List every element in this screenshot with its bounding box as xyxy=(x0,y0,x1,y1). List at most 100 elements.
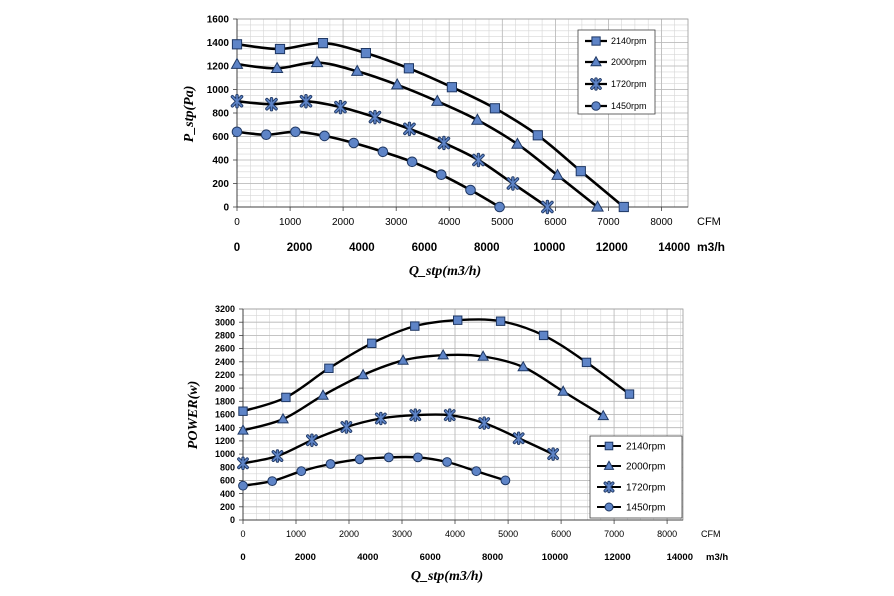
point-1450rpm xyxy=(413,452,423,463)
x-tick-label-cfm: 5000 xyxy=(498,529,518,539)
x-tick-label-cfm: 2000 xyxy=(332,217,355,228)
point-1720rpm xyxy=(437,135,451,151)
y-tick-label: 2200 xyxy=(215,370,235,380)
series-line-1450rpm xyxy=(235,130,501,209)
point-1720rpm xyxy=(478,416,491,430)
point-1450rpm xyxy=(238,480,248,491)
y-tick-label: 800 xyxy=(212,109,229,120)
y-tick-label: 1200 xyxy=(215,436,235,446)
y-tick-label: 1000 xyxy=(215,449,235,459)
legend-label-1450rpm: 1450rpm xyxy=(626,503,665,514)
x-tick-label-m3h: 6000 xyxy=(412,242,438,254)
star-marker-fill xyxy=(404,122,415,136)
power-x-unit-m3h: m3/h xyxy=(706,552,728,563)
point-2000rpm xyxy=(477,350,490,361)
point-1720rpm xyxy=(541,199,554,215)
legend-item-2000rpm: 2000rpm xyxy=(597,460,665,473)
point-1450rpm xyxy=(325,459,336,469)
star-marker-fill xyxy=(369,110,381,124)
power-x-axis-title: Q_stp(m3/h) xyxy=(411,569,483,584)
point-2000rpm xyxy=(511,137,524,149)
y-tick-label: 2400 xyxy=(215,357,235,367)
point-1720rpm xyxy=(237,456,249,471)
x-tick-label-cfm: 8000 xyxy=(650,217,673,228)
point-2140rpm xyxy=(453,315,463,325)
point-2140rpm xyxy=(624,389,635,399)
point-1720rpm xyxy=(472,152,485,168)
power-x-unit-cfm: CFM xyxy=(701,529,721,539)
pressure-x-unit-cfm: CFM xyxy=(697,216,721,228)
star-marker-fill xyxy=(513,432,524,445)
point-2140rpm xyxy=(231,39,243,50)
point-1450rpm xyxy=(500,475,511,486)
x-tick-label-m3h: 10000 xyxy=(542,552,568,563)
legend-label-1720rpm: 1720rpm xyxy=(611,79,647,89)
point-2000rpm xyxy=(230,57,244,69)
x-tick-label-m3h: 0 xyxy=(240,552,245,563)
point-2000rpm xyxy=(430,94,444,106)
point-1720rpm xyxy=(306,433,318,447)
point-2140rpm xyxy=(489,103,500,114)
point-1450rpm xyxy=(406,156,418,168)
y-tick-label: 0 xyxy=(230,515,235,525)
series-line-1450rpm xyxy=(241,455,507,487)
point-1720rpm xyxy=(334,99,347,115)
x-tick-label-cfm: 1000 xyxy=(279,217,302,228)
star-marker-fill xyxy=(306,434,317,447)
y-tick-label: 400 xyxy=(212,156,229,167)
point-1720rpm xyxy=(368,109,382,125)
series-line-2140rpm xyxy=(235,41,626,209)
legend-marker-2000rpm xyxy=(590,55,602,67)
y-tick-label: 800 xyxy=(220,462,235,472)
point-1720rpm xyxy=(409,408,422,422)
x-tick-label-cfm: 7000 xyxy=(597,217,620,228)
star-marker-fill xyxy=(604,481,614,493)
y-tick-label: 1600 xyxy=(215,410,235,420)
series-line-2000rpm xyxy=(241,353,605,432)
star-marker-fill xyxy=(507,177,519,190)
x-tick-label-m3h: 2000 xyxy=(295,552,316,563)
y-tick-label: 1400 xyxy=(215,423,235,433)
point-2140rpm xyxy=(324,363,334,374)
point-2140rpm xyxy=(618,201,629,213)
point-2140rpm xyxy=(274,43,286,55)
x-tick-label-cfm: 1000 xyxy=(286,529,306,539)
point-1450rpm xyxy=(465,184,476,196)
point-1450rpm xyxy=(296,466,307,477)
x-tick-label-cfm: 6000 xyxy=(544,217,567,228)
y-tick-label: 1800 xyxy=(215,397,235,407)
point-2000rpm xyxy=(397,354,409,365)
x-tick-label-m3h: 8000 xyxy=(474,242,500,254)
x-tick-label-cfm: 8000 xyxy=(657,529,677,539)
x-tick-label-cfm: 0 xyxy=(234,217,240,228)
star-marker-fill xyxy=(410,409,421,421)
point-1720rpm xyxy=(547,447,560,461)
point-2140rpm xyxy=(410,321,420,331)
legend-marker-2140rpm xyxy=(591,36,601,46)
legend-marker-2140rpm xyxy=(604,441,614,451)
point-1720rpm xyxy=(299,94,313,109)
point-2140rpm xyxy=(532,130,543,141)
legend-marker-1720rpm xyxy=(590,77,602,91)
point-2000rpm xyxy=(317,389,329,400)
legend-item-2000rpm: 2000rpm xyxy=(585,55,647,67)
point-2140rpm xyxy=(238,406,248,416)
star-marker-fill xyxy=(341,421,352,433)
legend-label-2000rpm: 2000rpm xyxy=(626,462,665,473)
star-marker-fill xyxy=(335,100,346,114)
point-1450rpm xyxy=(442,457,453,467)
point-2000rpm xyxy=(597,409,610,421)
legend-label-1720rpm: 1720rpm xyxy=(626,483,665,494)
series-line-1720rpm xyxy=(235,99,549,209)
point-1450rpm xyxy=(354,454,365,465)
point-1450rpm xyxy=(383,452,394,463)
x-tick-label-cfm: 3000 xyxy=(392,529,412,539)
x-tick-label-cfm: 6000 xyxy=(551,529,571,539)
x-tick-label-m3h: 12000 xyxy=(604,552,630,563)
x-tick-label-m3h: 2000 xyxy=(287,242,313,254)
point-2140rpm xyxy=(317,38,329,49)
point-2140rpm xyxy=(367,338,377,349)
star-marker-fill xyxy=(266,97,277,111)
star-marker-fill xyxy=(591,78,601,90)
point-1450rpm xyxy=(231,126,243,138)
